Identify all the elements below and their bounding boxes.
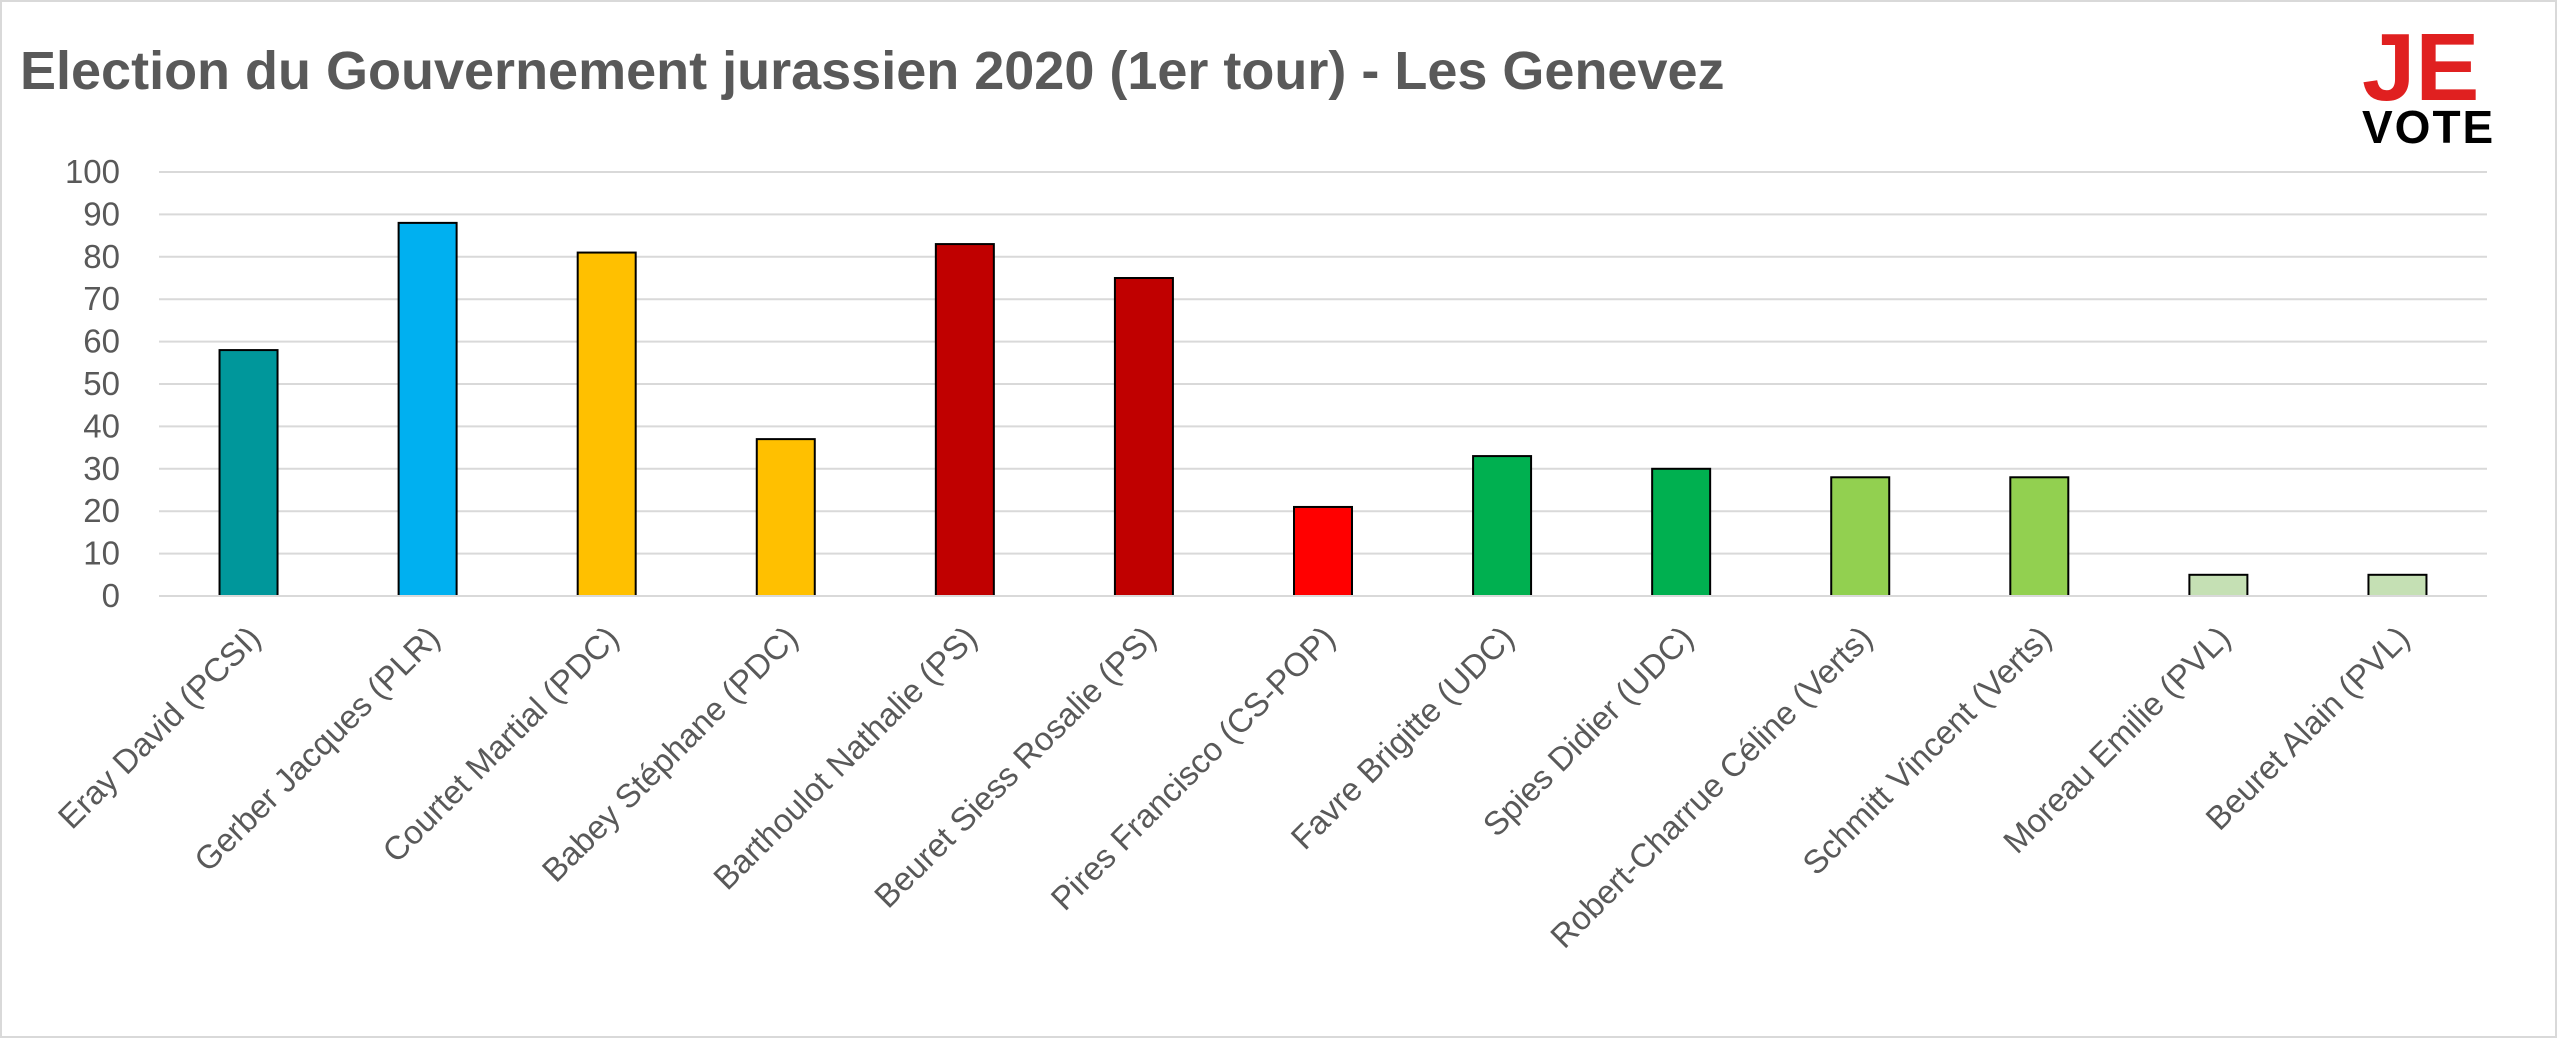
x-tick-label: Pires Francisco (CS-POP) <box>1044 619 1342 917</box>
y-tick-label: 60 <box>83 323 120 360</box>
bar <box>2367 573 2428 597</box>
bar <box>218 349 279 597</box>
y-tick-label: 20 <box>83 492 120 529</box>
y-tick-label: 50 <box>83 365 120 402</box>
y-axis-ticks: 0 10 20 30 40 50 60 70 80 90 100 <box>65 153 120 614</box>
x-axis-labels: Eray David (PCSI)Gerber Jacques (PLR)Cou… <box>51 619 2417 955</box>
bar <box>1293 505 1353 597</box>
y-tick-label: 70 <box>83 280 120 317</box>
y-tick-label: 0 <box>102 577 120 614</box>
bar <box>755 438 816 597</box>
y-tick-label: 80 <box>83 238 120 275</box>
bar <box>397 221 458 597</box>
y-tick-label: 90 <box>83 195 120 232</box>
bar <box>934 243 995 598</box>
x-tick-label: Robert-Charrue Céline (Verts) <box>1543 619 1879 955</box>
y-tick-label: 30 <box>83 450 120 487</box>
bars <box>218 221 2428 598</box>
bar <box>1113 277 1174 597</box>
je-vote-logo: JE VOTE <box>2362 14 2512 153</box>
y-tick-label: 40 <box>83 407 120 444</box>
logo-vote-text: VOTE <box>2362 101 2496 153</box>
x-tick-label: Beuret Alain (PVL) <box>2198 619 2416 837</box>
chart-title: Election du Gouvernement jurassien 2020 … <box>20 41 1725 101</box>
bar <box>1651 467 1712 597</box>
y-tick-label: 10 <box>83 535 120 572</box>
bar <box>576 251 637 597</box>
bar <box>1830 476 1891 597</box>
bar <box>2188 573 2249 597</box>
y-tick-label: 100 <box>65 153 120 190</box>
x-tick-label: Beuret Siess Rosalie (PS) <box>867 619 1163 915</box>
bar <box>1472 455 1533 597</box>
gridlines <box>159 171 2487 555</box>
bar <box>2009 476 2070 597</box>
logo-je-text: JE <box>2362 14 2480 121</box>
